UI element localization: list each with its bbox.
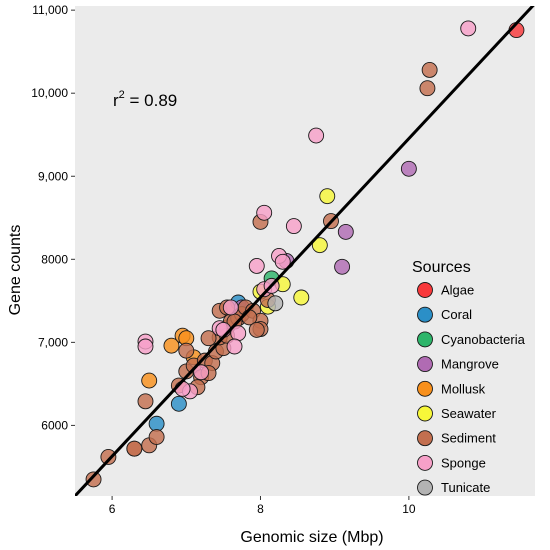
r-squared-base: r [113, 91, 119, 110]
point-sponge [174, 380, 191, 397]
y-tick-label: 10,000 [31, 86, 68, 100]
x-tick-label: 6 [109, 502, 116, 516]
point-coral [148, 415, 165, 432]
point-mangrove [337, 223, 354, 240]
point-sediment [85, 471, 102, 488]
y-tick-label: 7,000 [38, 335, 68, 349]
legend-swatch-tunicate [417, 479, 433, 496]
legend-label-algae: Algae [441, 283, 474, 298]
point-tunicate [267, 295, 284, 312]
legend-label-mangrove: Mangrove [441, 357, 499, 372]
regression-line [75, 6, 535, 496]
legend-swatch-mollusk [417, 380, 433, 397]
y-axis-title: Gene counts [7, 225, 24, 316]
point-mollusk [163, 337, 180, 354]
point-sediment [248, 321, 265, 338]
point-sponge [285, 218, 302, 235]
r-squared-annotation: r2 = 0.89 [113, 89, 177, 110]
point-sponge [226, 338, 243, 355]
r-squared-superscript: 2 [119, 89, 125, 101]
x-tick-label: 8 [257, 502, 264, 516]
point-sponge [137, 338, 154, 355]
point-sponge [308, 127, 325, 144]
point-sponge [274, 253, 291, 270]
point-seawater [293, 289, 310, 306]
point-seawater [311, 237, 328, 254]
legend-label-coral: Coral [441, 307, 472, 322]
legend-label-cyanobacteria: Cyanobacteria [441, 332, 526, 347]
x-axis-title: Genomic size (Mbp) [240, 529, 383, 546]
legend-swatch-seawater [417, 405, 433, 422]
legend-swatch-mangrove [417, 356, 433, 373]
r-squared-value: = 0.89 [125, 91, 177, 110]
point-sponge [193, 364, 210, 381]
point-sediment [200, 330, 217, 347]
point-seawater [319, 188, 336, 205]
point-sponge [256, 204, 273, 221]
point-mangrove [400, 160, 417, 177]
x-tick-label: 10 [402, 502, 416, 516]
y-tick-label: 8000 [41, 252, 68, 266]
legend-swatch-coral [417, 306, 433, 323]
point-sediment [421, 61, 438, 78]
point-sediment [126, 440, 143, 457]
legend-title: Sources [412, 259, 471, 276]
point-sediment [178, 342, 195, 359]
y-tick-label: 9,000 [38, 169, 68, 183]
axes: 6 8 10 6000 7,000 8000 9,000 10,000 11,000 [31, 3, 416, 516]
point-sediment [137, 393, 154, 410]
point-sponge [460, 20, 477, 37]
point-coral [170, 395, 187, 412]
point-mollusk [141, 372, 158, 389]
legend-label-seawater: Seawater [441, 406, 497, 421]
legend-swatch-sponge [417, 454, 433, 471]
point-sediment [148, 429, 165, 445]
legend-label-tunicate: Tunicate [441, 480, 490, 495]
legend-label-mollusk: Mollusk [441, 381, 486, 396]
legend-swatch-algae [417, 282, 433, 298]
legend-label-sponge: Sponge [441, 455, 486, 470]
legend-label-sediment: Sediment [441, 431, 496, 446]
point-sponge [248, 257, 265, 274]
y-tick-label: 6000 [41, 418, 68, 432]
point-mangrove [334, 258, 351, 275]
point-sediment [419, 80, 436, 97]
point-sponge [222, 299, 239, 316]
legend: Sources Algae Coral Cyanobacteria Mangrove M… [412, 259, 526, 496]
legend-swatch-sediment [417, 430, 433, 447]
point-sediment [100, 449, 117, 465]
legend-swatch-cyanobacteria [417, 331, 433, 348]
y-tick-label: 11,000 [32, 3, 68, 17]
